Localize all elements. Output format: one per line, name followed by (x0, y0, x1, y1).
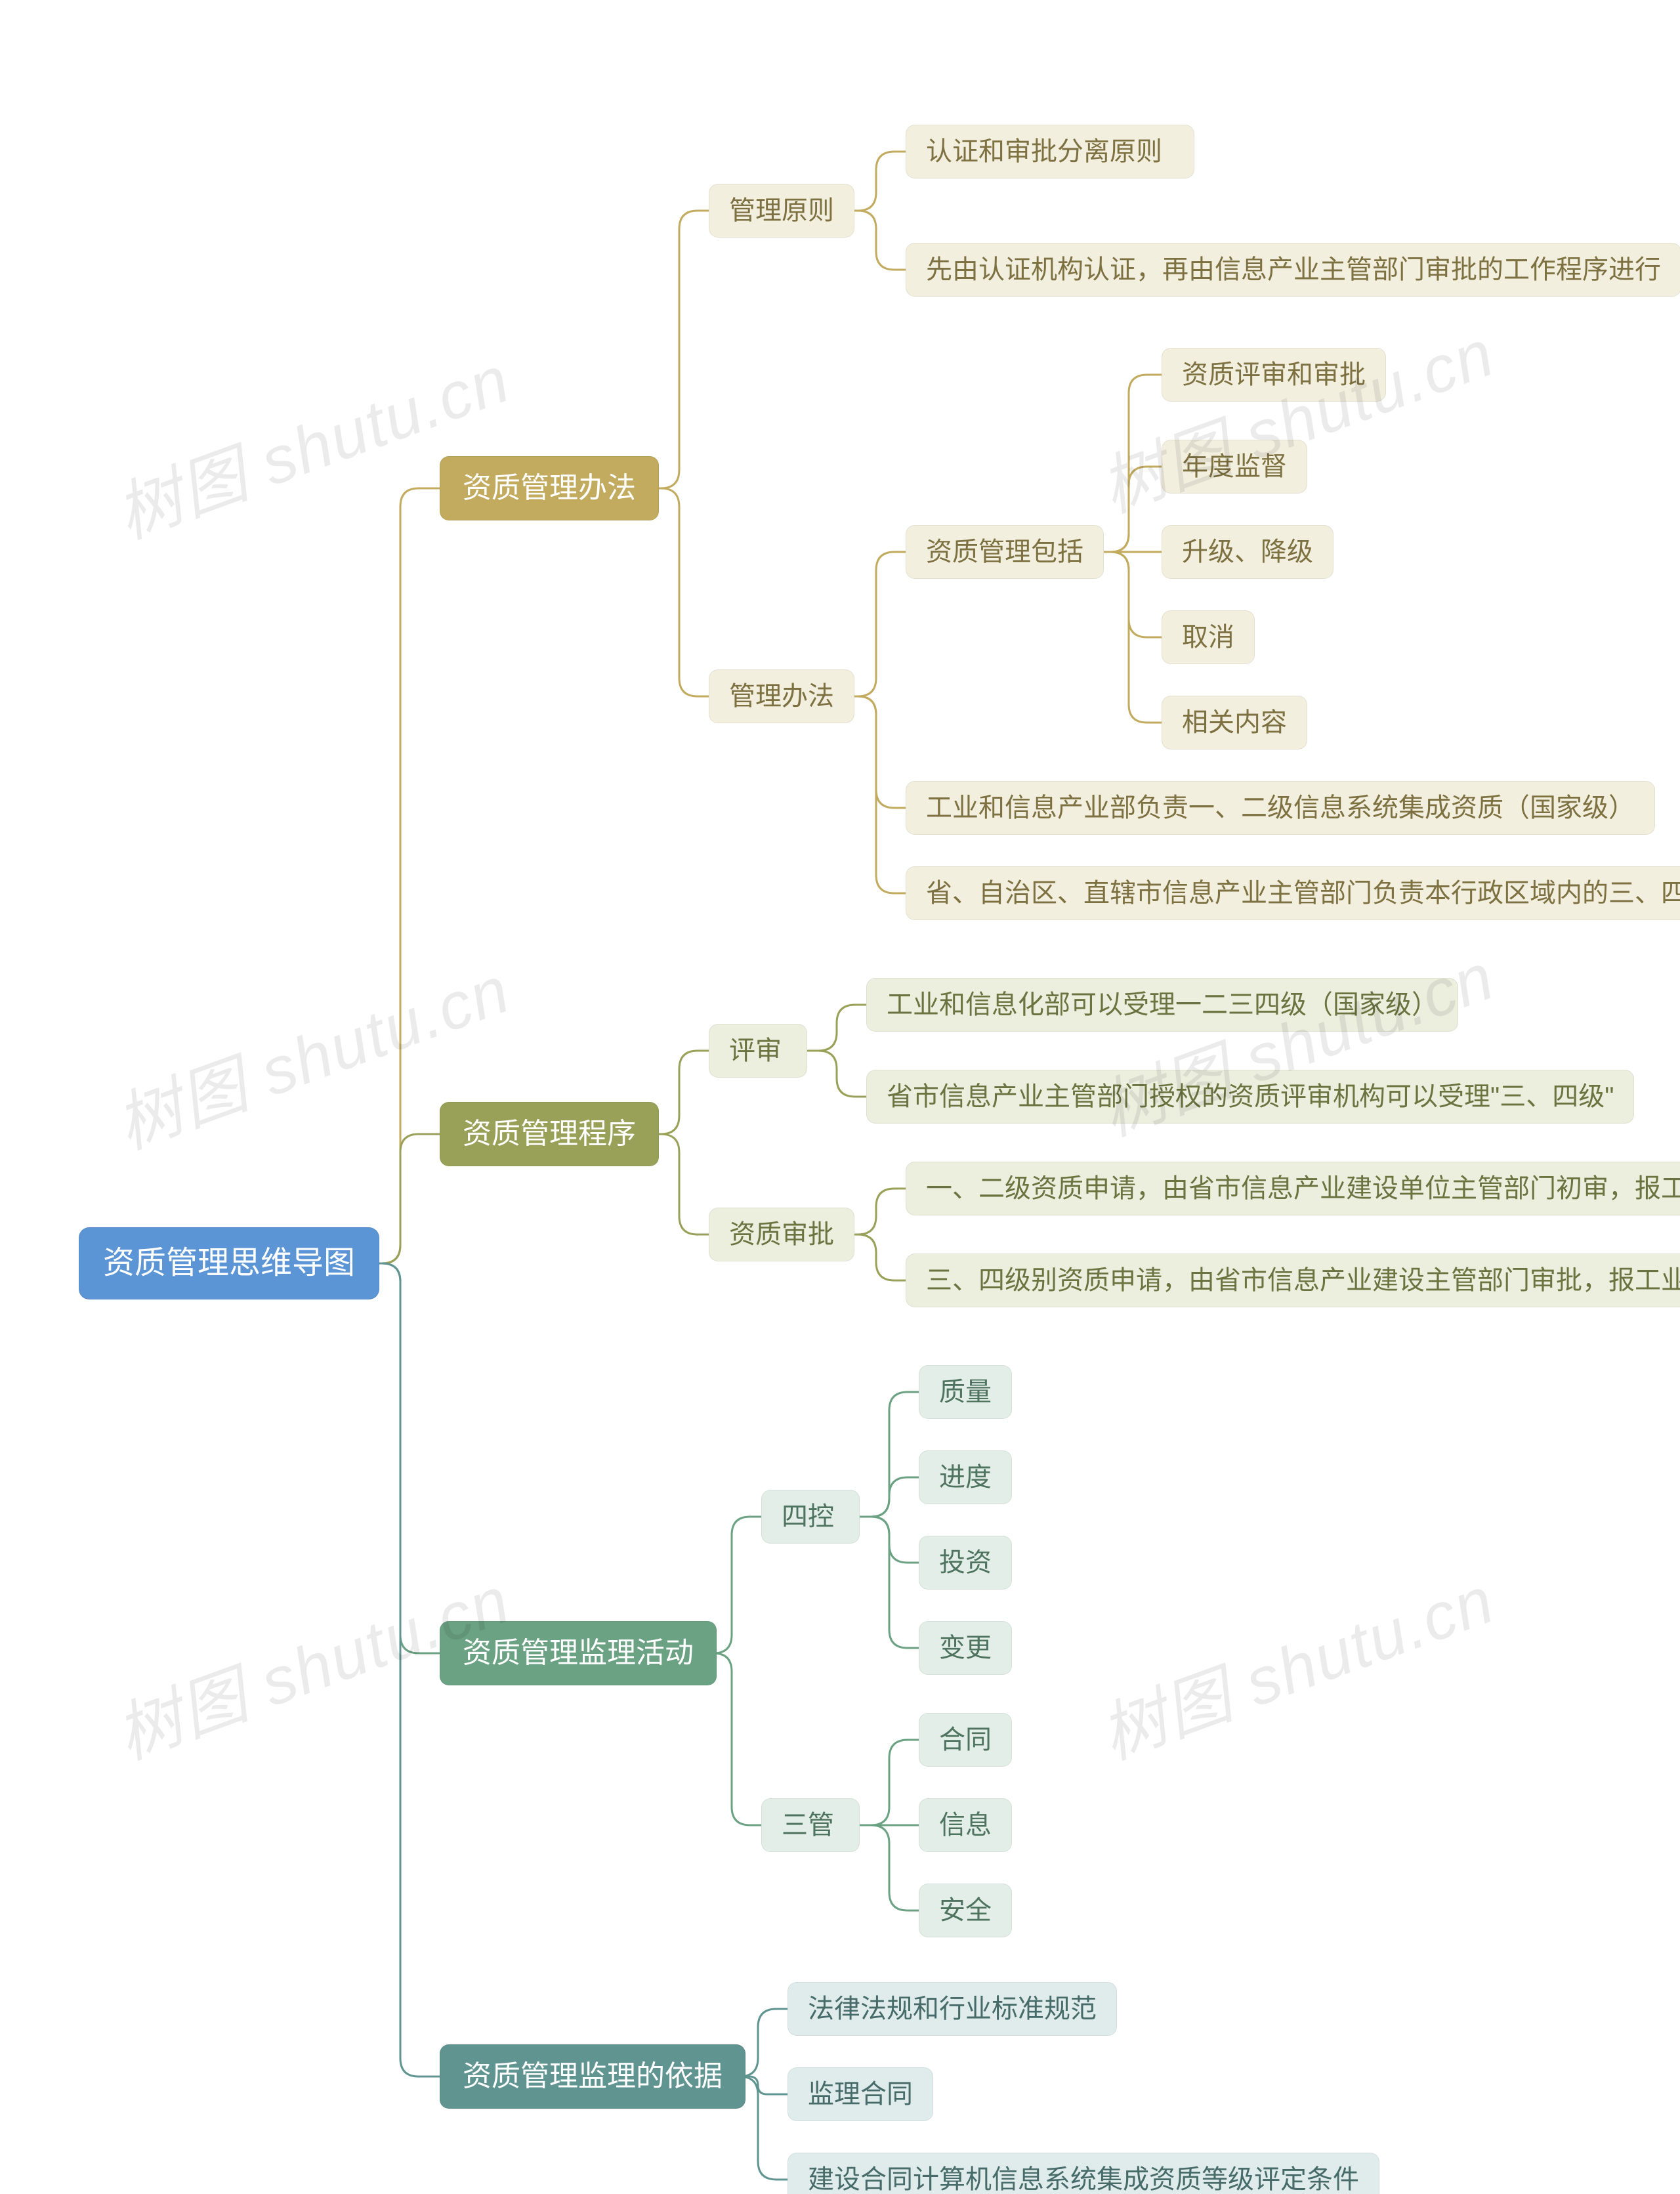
watermark-text: 树图 shutu.cn (101, 326, 521, 557)
mindmap-node-c1: 资质管理办法 (440, 456, 659, 520)
mindmap-node-c4a: 法律法规和行业标准规范 (788, 1982, 1117, 2036)
mindmap-node-c2b: 资质审批 (709, 1208, 854, 1261)
mindmap-node-c1b: 管理办法 (709, 669, 854, 723)
mindmap-node-c1b1: 资质管理包括 (906, 525, 1104, 579)
mindmap-node-c4: 资质管理监理的依据 (440, 2044, 746, 2109)
mindmap-node-c1b1b: 年度监督 (1162, 440, 1307, 494)
mindmap-node-c3a3: 投资 (919, 1536, 1012, 1590)
mindmap-node-c1b3: 省、自治区、直辖市信息产业主管部门负责本行政区域内的三、四级 (906, 866, 1680, 920)
mindmap-node-c4c: 建设合同计算机信息系统集成资质等级评定条件 (788, 2153, 1379, 2194)
mindmap-node-c1b1e: 相关内容 (1162, 696, 1307, 749)
mindmap-node-c3a4: 变更 (919, 1621, 1012, 1675)
mindmap-node-c2a2: 省市信息产业主管部门授权的资质评审机构可以受理"三、四级" (866, 1070, 1634, 1124)
mindmap-node-c3b2: 信息 (919, 1798, 1012, 1852)
mindmap-node-c3: 资质管理监理活动 (440, 1621, 717, 1685)
mindmap-node-c2a1: 工业和信息化部可以受理一二三四级（国家级） (866, 978, 1458, 1032)
mindmap-node-c4b: 监理合同 (788, 2067, 933, 2121)
mindmap-node-c3a2: 进度 (919, 1450, 1012, 1504)
mindmap-node-c3b1: 合同 (919, 1713, 1012, 1767)
mindmap-node-c3a1: 质量 (919, 1365, 1012, 1419)
mindmap-node-c3a: 四控 (761, 1490, 860, 1544)
mindmap-node-c1a1: 认证和审批分离原则 (906, 125, 1194, 179)
mindmap-node-c2b2: 三、四级别资质申请，由省市信息产业建设主管部门审批，报工业和信息化部备案 (906, 1254, 1680, 1307)
mindmap-node-c2a: 评审 (709, 1024, 807, 1078)
mindmap-node-c1b1a: 资质评审和审批 (1162, 348, 1386, 402)
mindmap-node-c1a2: 先由认证机构认证，再由信息产业主管部门审批的工作程序进行 (906, 243, 1680, 297)
watermark-text: 树图 shutu.cn (1085, 1547, 1505, 1777)
mindmap-node-c3b3: 安全 (919, 1884, 1012, 1937)
mindmap-node-c1b1c: 升级、降级 (1162, 525, 1334, 579)
mindmap-node-c2: 资质管理程序 (440, 1102, 659, 1166)
mindmap-node-c1b2: 工业和信息产业部负责一、二级信息系统集成资质（国家级） (906, 781, 1655, 835)
mindmap-node-c2b1: 一、二级资质申请，由省市信息产业建设单位主管部门初审，报工业信息化部负责审批 (906, 1162, 1680, 1215)
mindmap-node-c1b1d: 取消 (1162, 610, 1255, 664)
mindmap-node-root: 资质管理思维导图 (79, 1227, 379, 1299)
watermark-text: 树图 shutu.cn (1085, 300, 1505, 530)
mindmap-node-c3b: 三管 (761, 1798, 860, 1852)
mindmap-node-c1a: 管理原则 (709, 184, 854, 238)
